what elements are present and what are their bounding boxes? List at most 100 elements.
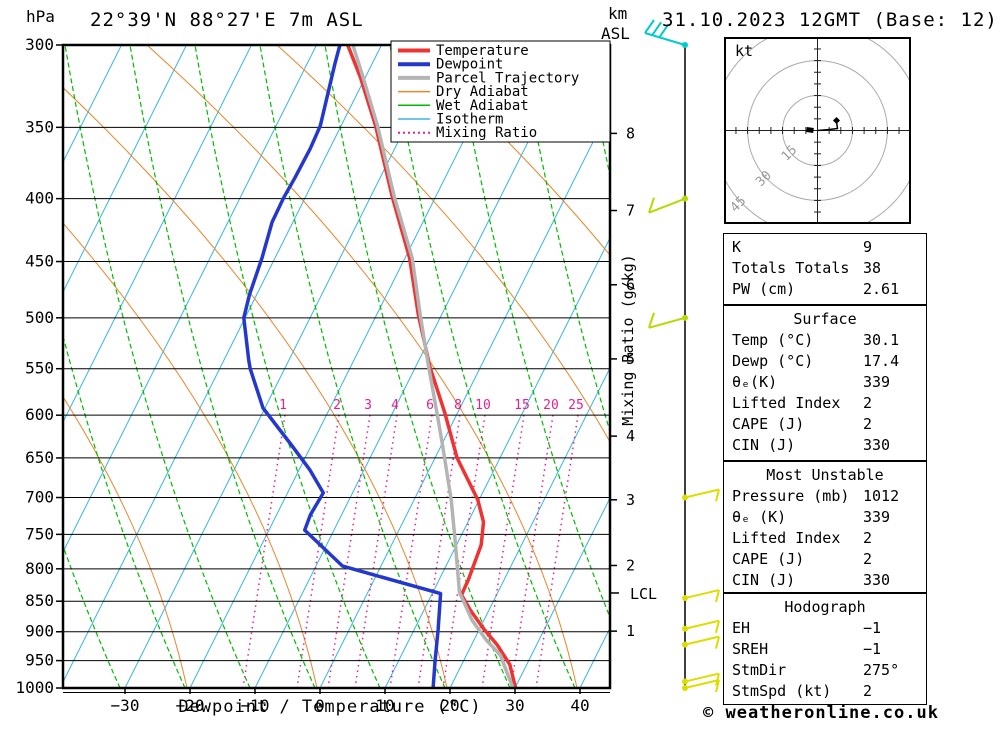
stat-value: 2	[863, 529, 873, 547]
svg-text:500: 500	[25, 308, 54, 327]
x-axis-label: Dewpoint / Temperature (°C)	[178, 697, 482, 717]
stat-label: θₑ (K)	[732, 508, 787, 526]
asl-unit-label: ASL	[601, 24, 630, 43]
svg-text:40: 40	[570, 696, 589, 715]
stat-label: SREH	[732, 640, 769, 658]
stat-row: θₑ(K) 339	[724, 372, 926, 393]
stat-row: EH −1	[724, 618, 926, 639]
svg-text:800: 800	[25, 559, 54, 578]
svg-text:4: 4	[391, 398, 399, 413]
wind-barbs	[644, 19, 720, 693]
stat-value: 339	[863, 373, 891, 391]
stat-value: 330	[863, 571, 891, 589]
svg-text:850: 850	[25, 591, 54, 610]
credit-footer: © weatheronline.co.uk	[703, 703, 939, 723]
svg-text:20: 20	[440, 696, 459, 715]
plot-area	[63, 45, 610, 688]
svg-text:600: 600	[25, 405, 54, 424]
svg-text:1000: 1000	[15, 678, 54, 697]
svg-text:10: 10	[475, 398, 491, 413]
svg-text:25: 25	[568, 398, 584, 413]
svg-text:650: 650	[25, 448, 54, 467]
stats-panel: Hodograph EH −1 SREH −1 StmDir 275° StmSpd (kt)…	[723, 593, 927, 705]
svg-text:400: 400	[25, 189, 54, 208]
stat-label: Pressure (mb)	[732, 487, 850, 505]
svg-text:5: 5	[626, 350, 635, 368]
stats-panel: Surface Temp (°C) 30.1 Dewp (°C) 17.4 θₑ(K) 33…	[723, 305, 927, 461]
stat-label: CAPE (J)	[732, 550, 805, 568]
stat-value: 2	[863, 550, 873, 568]
stat-value: 2.61	[863, 280, 900, 298]
svg-text:20: 20	[543, 398, 559, 413]
svg-text:2: 2	[626, 556, 635, 574]
stat-label: StmDir	[732, 661, 787, 679]
stat-label: Temp (°C)	[732, 331, 814, 349]
stat-row: Pressure (mb) 1012	[724, 486, 926, 507]
hodograph-frame	[724, 37, 911, 224]
isotherms	[63, 45, 610, 688]
pressure-gridlines	[63, 126, 610, 662]
svg-text:1: 1	[279, 398, 287, 413]
svg-text:−30: −30	[111, 696, 140, 715]
svg-text:6: 6	[426, 398, 434, 413]
stat-value: 330	[863, 436, 891, 454]
trace-dewpoint	[242, 45, 443, 688]
svg-text:750: 750	[25, 524, 54, 543]
stat-label: EH	[732, 619, 751, 637]
stat-row: CAPE (J) 2	[724, 414, 926, 435]
stat-row: Totals Totals 38	[724, 258, 926, 279]
svg-text:350: 350	[25, 117, 54, 136]
svg-text:10: 10	[375, 696, 394, 715]
km-unit-label: km	[608, 4, 628, 23]
stat-row: CIN (J) 330	[724, 570, 926, 591]
traces	[242, 45, 518, 688]
svg-text:30: 30	[753, 168, 775, 190]
stat-row: CAPE (J) 2	[724, 549, 926, 570]
stats-panel: K 9 Totals Totals 38 PW (cm) 2.61	[723, 233, 927, 305]
svg-text:3: 3	[364, 398, 372, 413]
stat-row: Dewp (°C) 17.4	[724, 351, 926, 372]
hodograph-unit-label: kt	[735, 42, 754, 60]
svg-text:15: 15	[779, 143, 801, 165]
stat-label: Lifted Index	[732, 529, 841, 547]
stat-value: 275°	[863, 661, 900, 679]
lcl-label: LCL	[630, 585, 658, 603]
svg-text:−20: −20	[176, 696, 205, 715]
stat-label: CIN (J)	[732, 571, 796, 589]
pressure-axis-labels: 300 350 400 450 500 550 600 650 700 750 800 850 900 9…	[15, 35, 62, 697]
svg-text:Wet Adiabat: Wet Adiabat	[436, 98, 529, 114]
stat-value: 339	[863, 508, 891, 526]
svg-text:Dry Adiabat: Dry Adiabat	[436, 84, 529, 100]
svg-text:Parcel Trajectory: Parcel Trajectory	[436, 70, 579, 86]
stat-value: −1	[863, 640, 882, 658]
stat-label: Dewp (°C)	[732, 352, 814, 370]
stat-label: CAPE (J)	[732, 415, 805, 433]
stat-row: θₑ (K) 339	[724, 507, 926, 528]
svg-text:2: 2	[333, 398, 341, 413]
stat-label: θₑ(K)	[732, 373, 778, 391]
mixing-ratio-lines	[242, 414, 579, 688]
stat-row: StmDir 275°	[724, 660, 926, 681]
svg-text:Mixing Ratio: Mixing Ratio	[436, 125, 537, 141]
stat-label: CIN (J)	[732, 436, 796, 454]
svg-text:8: 8	[626, 124, 635, 142]
mixing-ratio-labels: 1 2 3 4 6 8 10 15 20 25	[279, 398, 584, 413]
stats-panel-title: Surface	[793, 310, 857, 328]
stat-value: 30.1	[863, 331, 900, 349]
svg-text:700: 700	[25, 488, 54, 507]
svg-text:Isotherm: Isotherm	[436, 112, 503, 128]
stat-row: SREH −1	[724, 639, 926, 660]
svg-text:3: 3	[626, 491, 635, 509]
svg-text:Temperature: Temperature	[436, 43, 529, 59]
stat-value: 2	[863, 394, 873, 412]
svg-text:300: 300	[25, 35, 54, 54]
stat-value: −1	[863, 619, 882, 637]
svg-text:1: 1	[626, 622, 635, 640]
stat-label: Lifted Index	[732, 394, 841, 412]
svg-text:45: 45	[728, 194, 750, 216]
svg-text:0: 0	[315, 696, 325, 715]
svg-text:550: 550	[25, 359, 54, 378]
